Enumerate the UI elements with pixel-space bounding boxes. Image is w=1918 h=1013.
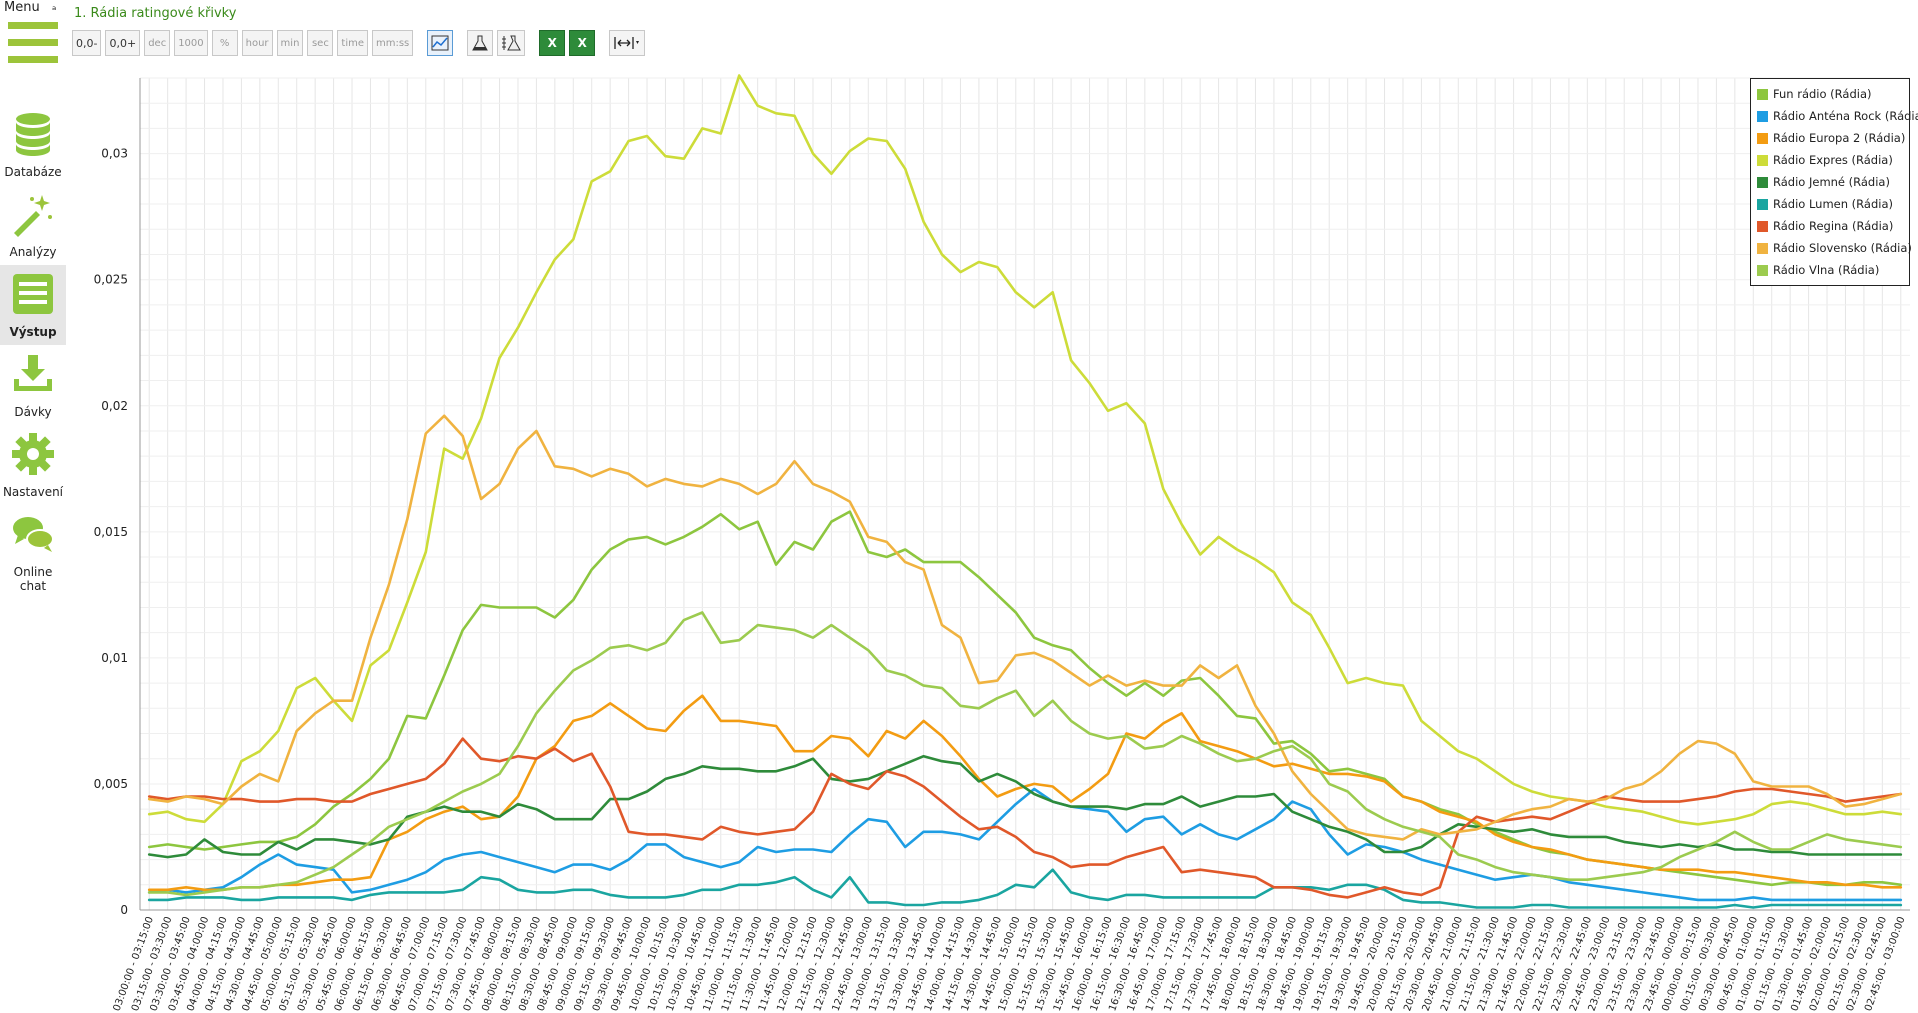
- output-list-icon: [10, 271, 56, 321]
- legend-swatch: [1757, 110, 1768, 122]
- y-tick-label: 0,025: [94, 273, 128, 287]
- toolbar: 0,0- 0,0+ dec 1000% hour min sec time mm:ss X X: [72, 28, 646, 58]
- decimal-button[interactable]: dec: [144, 30, 171, 56]
- legend-label: Rádio Lumen (Rádia): [1773, 197, 1893, 211]
- legend-label: Rádio Expres (Rádia): [1773, 153, 1893, 167]
- sidebar-item-label: Výstup: [9, 325, 57, 339]
- flask-list-icon[interactable]: [497, 30, 526, 56]
- legend-swatch: [1757, 264, 1768, 276]
- legend-item: Rádio Expres (Rádia): [1757, 149, 1903, 171]
- legend-label: Rádio Jemné (Rádia): [1773, 175, 1890, 189]
- legend-item: Rádio Slovensko (Rádia): [1757, 237, 1912, 259]
- mmss-button[interactable]: mm:ss: [372, 30, 414, 56]
- sidebar-item-label: Online chat: [13, 565, 53, 593]
- time-button[interactable]: time: [337, 30, 368, 56]
- series-line-8: [147, 611, 1903, 897]
- legend-label: Rádio Europa 2 (Rádia): [1773, 131, 1906, 145]
- gear-icon: [10, 431, 56, 481]
- series-line-2: [147, 694, 1903, 892]
- hour-button[interactable]: hour: [241, 30, 273, 56]
- sidebar-item-analýzy[interactable]: Analýzy: [0, 185, 66, 265]
- report-title: 1. Rádia ratingové křivky: [74, 6, 237, 21]
- flask-icon[interactable]: [467, 30, 494, 56]
- legend-swatch: [1757, 132, 1768, 144]
- thousands-button[interactable]: 1000: [174, 30, 208, 56]
- chart-legend: Fun rádio (Rádia) Rádio Anténa Rock (Rádi…: [1750, 78, 1918, 286]
- sidebar-item-online-chat[interactable]: Online chat: [0, 505, 66, 593]
- sidebar-item-label: Databáze: [4, 165, 62, 179]
- legend-swatch: [1757, 198, 1768, 210]
- sidebar: Databáze Analýzy Výstup Dávky Nastavení Onlin…: [0, 105, 68, 593]
- legend-item: Rádio Vlna (Rádia): [1757, 259, 1903, 281]
- y-tick-label: 0,005: [94, 777, 128, 791]
- legend-item: Rádio Regina (Rádia): [1757, 215, 1903, 237]
- menu-label[interactable]: Menu: [4, 0, 40, 15]
- sidebar-item-databáze[interactable]: Databáze: [0, 105, 66, 185]
- excel-export-alt-icon[interactable]: X: [569, 30, 596, 56]
- excel-export-icon[interactable]: X: [539, 30, 566, 56]
- legend-label: Rádio Vlna (Rádia): [1773, 263, 1880, 277]
- series-line-5: [147, 868, 1903, 909]
- y-tick-label: 0,015: [94, 525, 128, 539]
- legend-item: Rádio Lumen (Rádia): [1757, 193, 1903, 215]
- pin-icon[interactable]: ₐ: [52, 0, 57, 13]
- chat-icon: [10, 511, 56, 561]
- database-icon: [10, 111, 56, 161]
- y-tick-label: 0: [120, 903, 128, 917]
- percent-button[interactable]: %: [211, 30, 238, 56]
- legend-item: Rádio Anténa Rock (Rádia): [1757, 105, 1918, 127]
- legend-item: Fun rádio (Rádia): [1757, 83, 1903, 105]
- column-width-icon[interactable]: [609, 30, 646, 56]
- sidebar-item-label: Analýzy: [9, 245, 57, 259]
- legend-swatch: [1757, 176, 1768, 188]
- decimal-decrease-button[interactable]: 0,0-: [72, 30, 102, 56]
- min-button[interactable]: min: [276, 30, 304, 56]
- series-line-1: [147, 787, 1903, 902]
- chart-view-icon[interactable]: [427, 30, 454, 56]
- legend-item: Rádio Jemné (Rádia): [1757, 171, 1903, 193]
- series-line-4: [147, 754, 1903, 859]
- hamburger-menu-icon[interactable]: [8, 22, 58, 72]
- batch-download-icon: [10, 351, 56, 401]
- sidebar-item-dávky[interactable]: Dávky: [0, 345, 66, 425]
- decimal-increase-button[interactable]: 0,0+: [105, 30, 141, 56]
- y-tick-label: 0,02: [101, 399, 128, 413]
- legend-label: Rádio Regina (Rádia): [1773, 219, 1894, 233]
- legend-label: Fun rádio (Rádia): [1773, 87, 1872, 101]
- legend-swatch: [1757, 220, 1768, 232]
- sidebar-item-výstup[interactable]: Výstup: [0, 265, 66, 345]
- sidebar-item-label: Nastavení: [2, 485, 64, 499]
- sidebar-item-label: Dávky: [14, 405, 52, 419]
- legend-label: Rádio Slovensko (Rádia): [1773, 241, 1912, 255]
- sec-button[interactable]: sec: [307, 30, 334, 56]
- magic-wand-icon: [10, 191, 56, 241]
- legend-item: Rádio Europa 2 (Rádia): [1757, 127, 1906, 149]
- series-line-7: [147, 414, 1903, 841]
- legend-swatch: [1757, 154, 1768, 166]
- sidebar-item-nastavení[interactable]: Nastavení: [0, 425, 66, 505]
- legend-swatch: [1757, 242, 1768, 254]
- legend-swatch: [1757, 88, 1768, 100]
- legend-label: Rádio Anténa Rock (Rádia): [1773, 109, 1918, 123]
- series-line-3: [147, 74, 1903, 826]
- y-tick-label: 0,03: [101, 147, 128, 161]
- y-tick-label: 0,01: [101, 651, 128, 665]
